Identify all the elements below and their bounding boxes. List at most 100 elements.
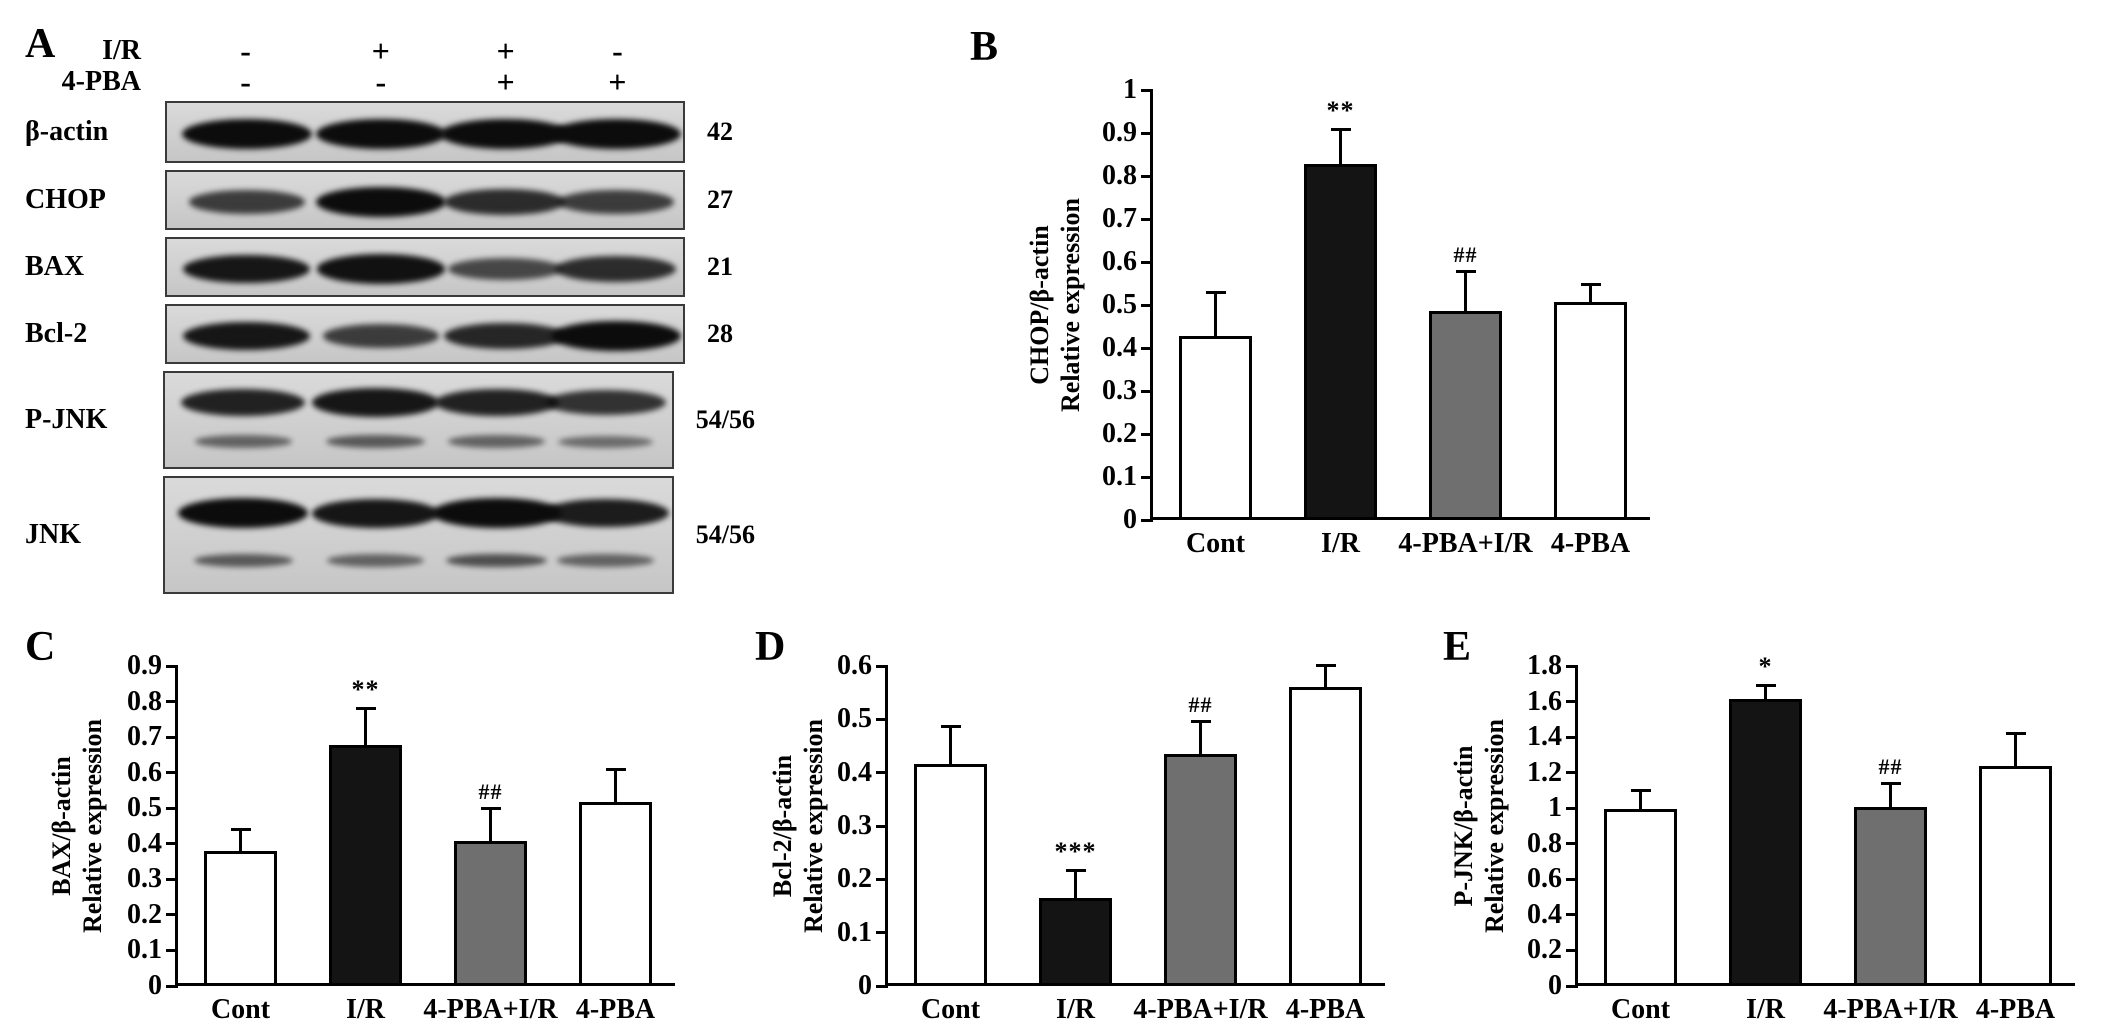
mw-label: 21: [707, 252, 733, 281]
error-bar: [1214, 294, 1217, 338]
y-tick-label: 0: [1548, 970, 1562, 1001]
y-tick-mark: [1566, 984, 1578, 988]
panel-letter: E: [1443, 624, 1472, 670]
x-tick-label: I/R: [1321, 528, 1360, 559]
bar: [1429, 310, 1502, 517]
condition-sign: +: [496, 63, 515, 99]
y-tick-mark: [876, 664, 888, 668]
blot-row-label: JNK: [25, 519, 81, 550]
error-bar-cap: [1580, 282, 1601, 286]
x-tick-label: Cont: [210, 994, 271, 1025]
y-tick-mark: [876, 771, 888, 775]
y-tick-label: 0.9: [1102, 117, 1137, 148]
bar: [454, 840, 527, 983]
x-tick-label: 4-PBA+I/R: [1823, 994, 1958, 1025]
condition-sign: -: [612, 32, 623, 68]
y-tick-label: 0.7: [1102, 203, 1137, 234]
significance-annotation: **: [1326, 96, 1355, 125]
error-bar: [1339, 131, 1342, 166]
blot-band: [550, 321, 681, 351]
error-bar-cap: [940, 725, 961, 728]
blot-band: [311, 499, 439, 528]
blot-band: [193, 554, 293, 568]
bar: [329, 744, 402, 983]
blot-band: [183, 254, 311, 284]
y-tick-label: 0.5: [1102, 289, 1137, 320]
blot-band: [316, 187, 447, 217]
error-bar: [364, 710, 367, 746]
y-tick-mark: [1141, 174, 1153, 178]
blot-row: BAX 21: [15, 237, 755, 297]
condition-sign: +: [608, 63, 627, 99]
blot-band: [448, 257, 562, 281]
bar: [1179, 336, 1252, 517]
y-tick-mark: [876, 717, 888, 721]
blot-row: JNK 54/56: [15, 476, 755, 594]
y-tick-label: 0.6: [1527, 863, 1562, 895]
blot-row: Bcl-2 28: [15, 304, 755, 364]
mw-label: 27: [707, 185, 733, 214]
bar: [1604, 808, 1677, 983]
western-blot-panel: A I/R - + + -4-PBA - - + + β-actin 42 CHOP 27 BAX 21 B…: [15, 15, 760, 625]
error-bar: [1324, 666, 1327, 688]
bar: [204, 851, 277, 983]
error-bar-cap: [230, 828, 251, 832]
y-tick-label: 1.4: [1527, 721, 1562, 753]
bar: [579, 801, 652, 983]
significance-annotation: ***: [1054, 837, 1097, 866]
y-tick-mark: [166, 948, 178, 952]
blot-strip: [165, 170, 685, 230]
y-tick-label: 0.2: [1527, 934, 1562, 966]
blot-row: CHOP 27: [15, 170, 755, 230]
blot-row-label: β-actin: [25, 116, 109, 147]
y-tick-label: 0.5: [837, 703, 872, 735]
blot-band: [550, 119, 681, 149]
y-tick-label: 0.6: [127, 756, 162, 788]
y-tick-label: 0.5: [127, 792, 162, 824]
mw-label: 28: [707, 319, 733, 348]
y-tick-label: 0.8: [1527, 827, 1562, 859]
y-axis-title-line1: Bcl-2/β-actin: [767, 754, 797, 898]
y-tick-mark: [1566, 664, 1578, 668]
condition-signs: - + + -: [165, 32, 685, 68]
y-tick-mark: [1141, 303, 1153, 307]
condition-sign: -: [375, 63, 387, 99]
y-tick-label: 0.9: [127, 650, 162, 681]
y-tick-mark: [876, 931, 888, 935]
error-bar-cap: [1065, 869, 1086, 872]
y-axis-title-line1: P-JNK/β-actin: [1448, 745, 1478, 907]
mw-label: 42: [707, 117, 733, 146]
y-tick-mark: [166, 664, 178, 668]
condition-signs: - - + +: [165, 63, 685, 99]
blot-band: [543, 499, 669, 528]
y-tick-label: 1: [1548, 792, 1562, 824]
blot-band: [188, 190, 306, 214]
blot-band: [555, 256, 677, 282]
y-tick-mark: [166, 806, 178, 810]
y-tick-label: 0.4: [837, 756, 872, 788]
error-bar: [1199, 722, 1202, 755]
error-bar: [949, 728, 952, 766]
y-tick-label: 0.4: [1102, 332, 1137, 363]
x-tick-label: 4-PBA: [575, 994, 656, 1025]
blot-band: [434, 388, 559, 416]
y-tick-label: 0.6: [1102, 246, 1137, 277]
error-bar: [1764, 687, 1767, 700]
y-tick-mark: [1141, 432, 1153, 436]
y-tick-label: 0.6: [837, 650, 872, 681]
y-tick-mark: [876, 984, 888, 988]
y-tick-label: 0.1: [127, 934, 162, 966]
y-tick-label: 1: [1123, 74, 1137, 105]
blot-band: [311, 388, 439, 417]
y-tick-mark: [166, 877, 178, 881]
error-bar-cap: [1880, 781, 1901, 785]
y-tick-label: 0: [148, 970, 162, 1001]
x-tick-label: 4-PBA+I/R: [1133, 994, 1268, 1025]
blot-band: [558, 435, 654, 448]
x-tick-label: 4-PBA+I/R: [1398, 528, 1533, 559]
error-bar: [2014, 735, 2017, 768]
y-tick-label: 0.2: [127, 898, 162, 930]
blot-row: β-actin 42: [15, 101, 755, 163]
blot-row-label: Bcl-2: [25, 318, 88, 349]
bar: [1854, 807, 1927, 983]
